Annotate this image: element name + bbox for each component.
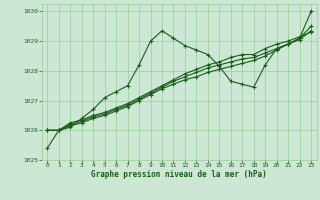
X-axis label: Graphe pression niveau de la mer (hPa): Graphe pression niveau de la mer (hPa) <box>91 170 267 179</box>
